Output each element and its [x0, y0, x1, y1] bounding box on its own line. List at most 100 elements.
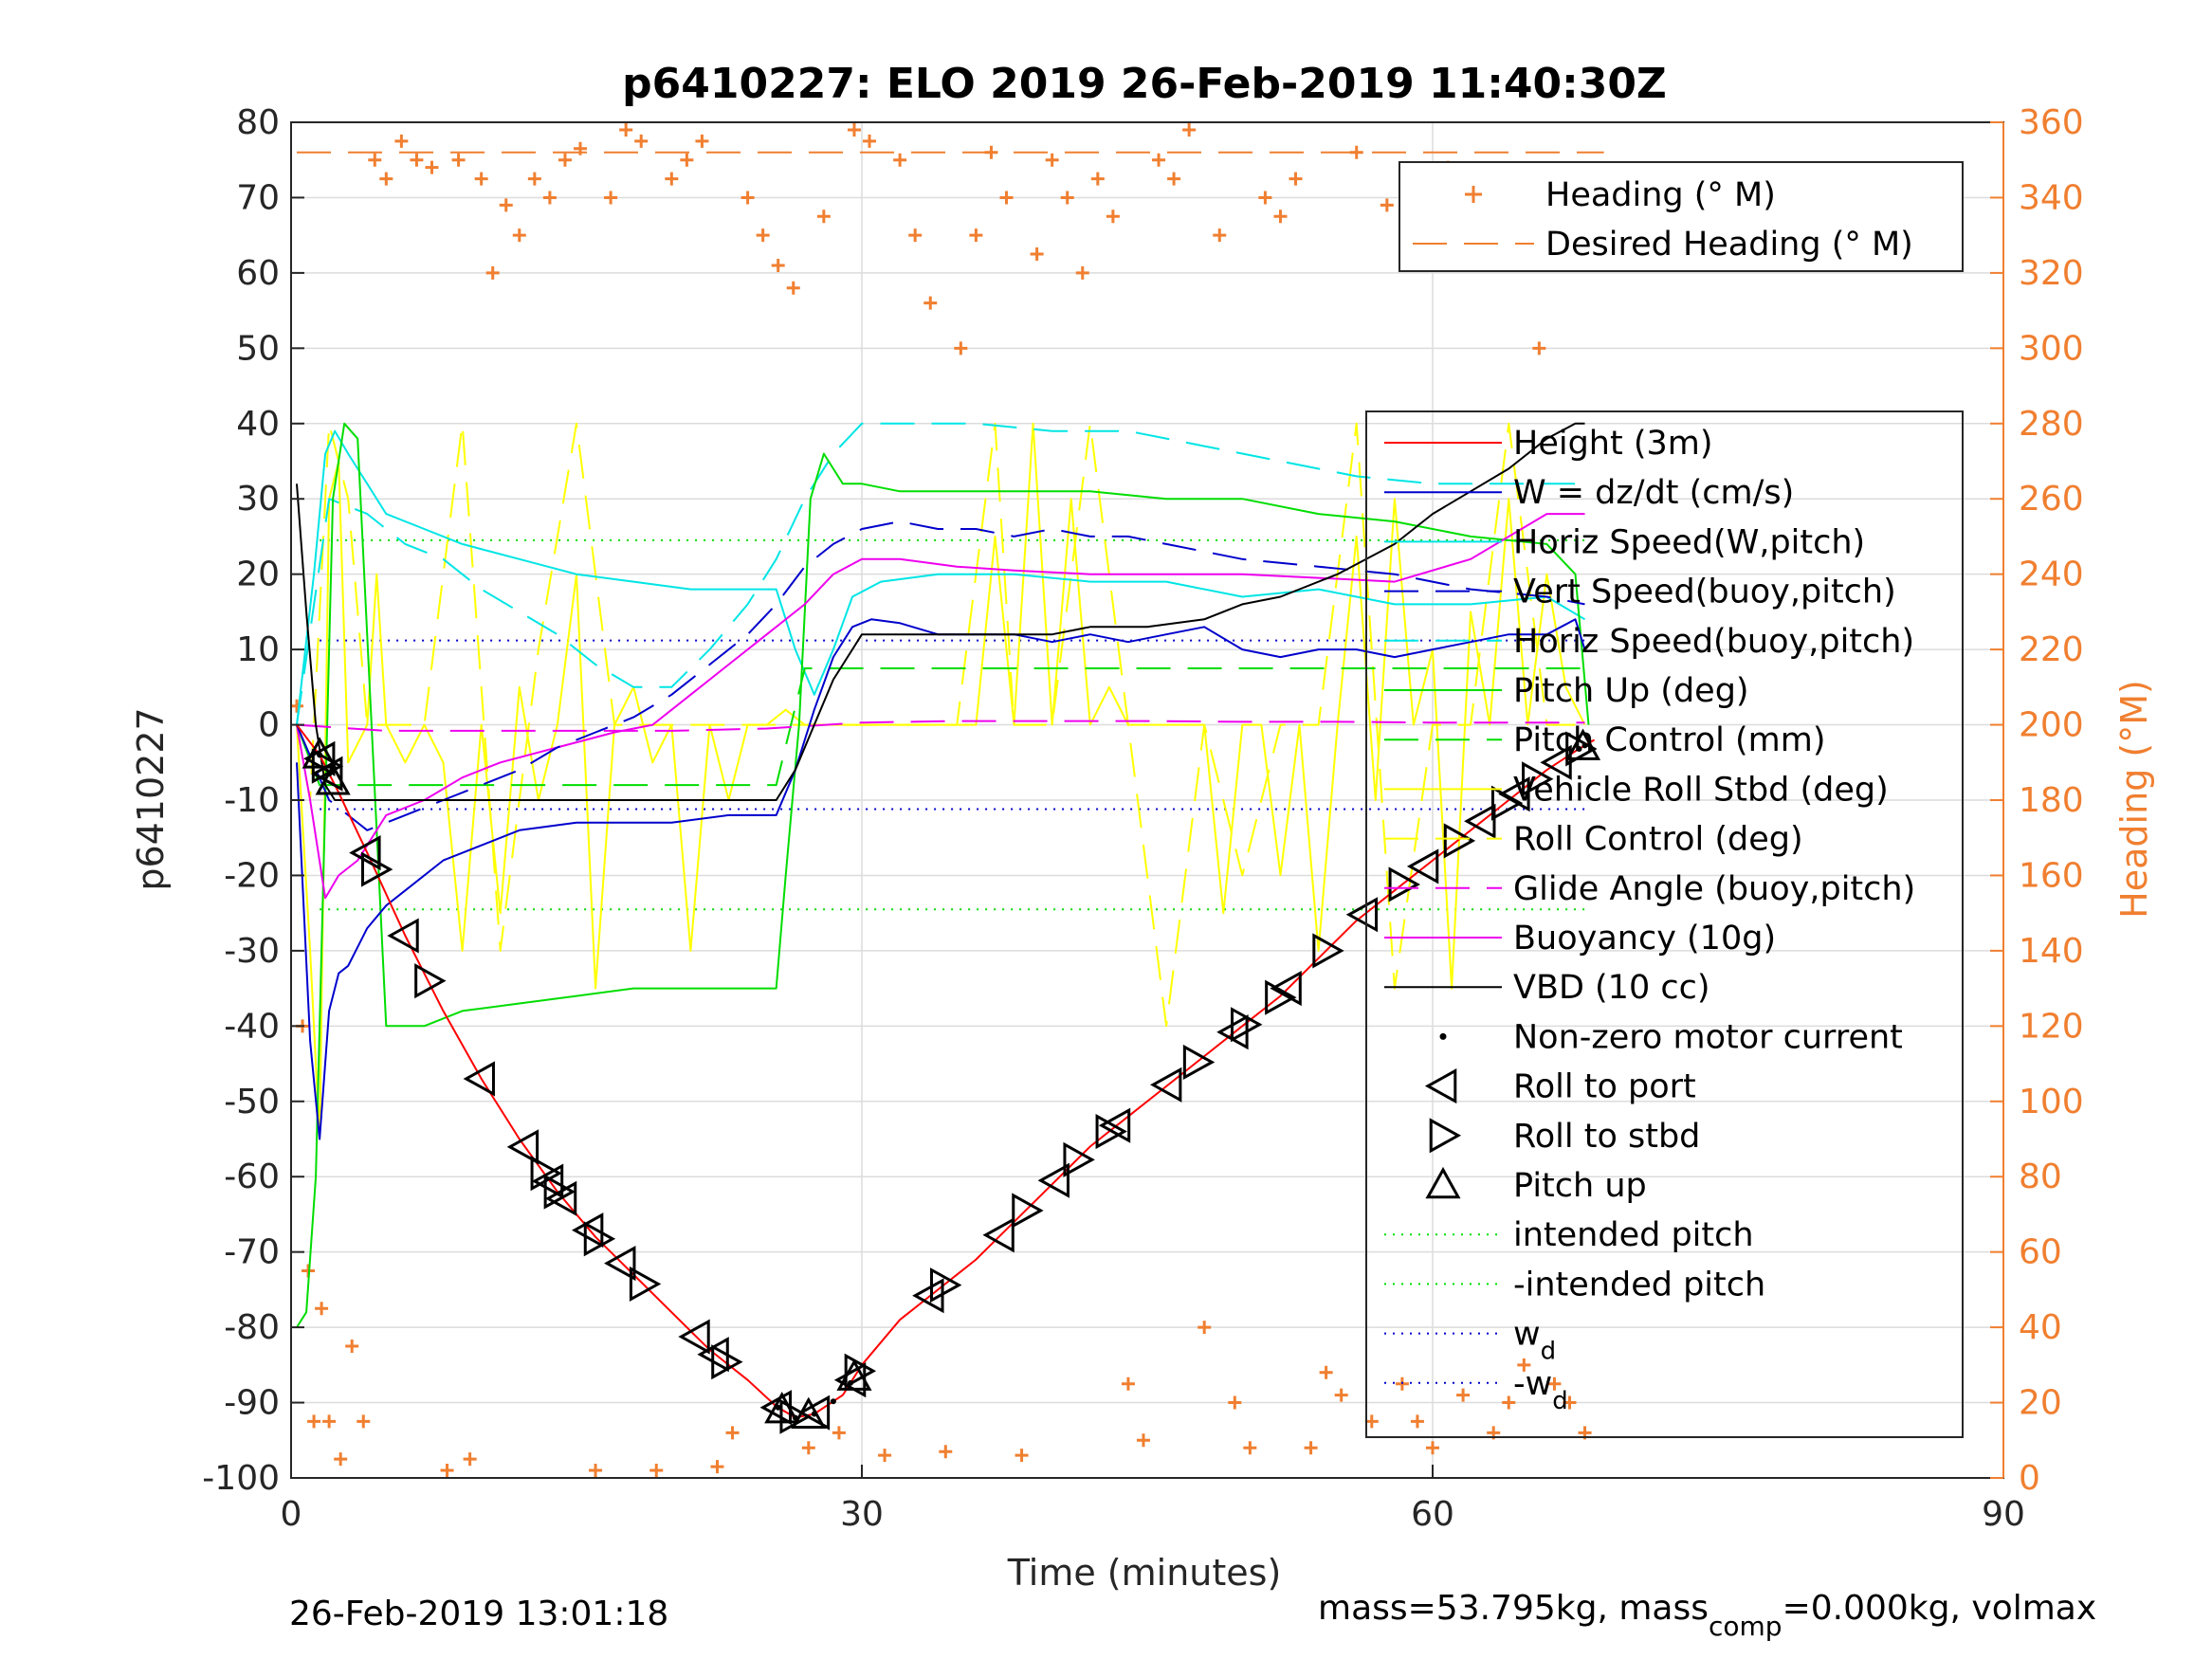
heading-point	[542, 191, 557, 205]
heading-point	[1228, 1395, 1242, 1410]
heading-point	[1563, 1395, 1577, 1410]
roll-to-port-marker	[982, 1217, 1015, 1253]
heading-point	[1273, 210, 1288, 224]
roll-to-port-marker	[506, 1129, 539, 1165]
heading-point	[801, 1441, 815, 1455]
legend-label: Glide Angle (buoy,pitch)	[1513, 870, 1915, 908]
series-horiz-speed-w-pitch	[296, 429, 1586, 725]
heading-point	[589, 1464, 603, 1478]
y-tick-label: 10	[236, 630, 280, 669]
y-tick-label: -50	[224, 1083, 280, 1121]
y-axis-left-ticks: 80 70 60 50 40 30 20 10 0 -10 -20 -30 -40 -50 -60 -70 -8…	[202, 103, 304, 1498]
heading-point	[485, 265, 500, 280]
heading-point	[1334, 1388, 1348, 1402]
heading-point	[290, 699, 304, 713]
legend-label: Desired Heading (° M)	[1545, 226, 1913, 264]
y-right-tick-label: 200	[2019, 706, 2084, 745]
roll-to-stbd-marker	[1012, 1193, 1044, 1229]
legend-symbol	[1429, 1118, 1462, 1154]
roll-to-stbd-marker	[844, 1353, 877, 1389]
event-markers	[302, 728, 1601, 1434]
series-w-dz-dt-cm-s	[296, 618, 1586, 1140]
heading-point	[440, 1464, 454, 1478]
y-right-tick-label: 180	[2019, 781, 2084, 820]
motor-current-dot	[811, 1411, 817, 1417]
legend-symbol	[1439, 1032, 1447, 1040]
heading-point	[1532, 341, 1546, 356]
roll-to-port-marker	[1098, 1107, 1131, 1143]
legend-label: Height (3m)	[1513, 425, 1713, 463]
roll-to-stbd-marker	[1182, 1044, 1216, 1081]
pitch-up-marker	[302, 737, 338, 769]
series-vert-speed-buoy-pitch	[296, 520, 1585, 831]
heading-point	[634, 134, 649, 148]
legend-label: Non-zero motor current	[1513, 1018, 1903, 1056]
roll-to-stbd-marker	[1265, 979, 1297, 1015]
heading-point	[786, 281, 800, 295]
heading-point	[368, 153, 382, 167]
y-right-tick-label: 40	[2019, 1308, 2062, 1347]
heading-point	[710, 1460, 724, 1474]
heading-point	[1547, 1376, 1562, 1391]
x-tick-label: 30	[840, 1495, 884, 1534]
roll-to-port-marker	[531, 1163, 564, 1199]
legend-symbol-heading	[1465, 186, 1482, 203]
heading-point	[923, 296, 938, 310]
roll-to-port-marker	[1270, 971, 1302, 1007]
heading-point	[1060, 191, 1074, 205]
roll-to-stbd-marker	[360, 851, 393, 887]
y-axis-right-label: Heading (°M)	[2113, 680, 2155, 919]
y-tick-label: -90	[224, 1384, 280, 1423]
legend-label: Horiz Speed(W,pitch)	[1513, 523, 1865, 561]
heading-point	[1015, 1449, 1029, 1463]
heading-point	[558, 153, 572, 167]
roll-to-stbd-marker	[583, 1221, 616, 1257]
heading-point	[954, 341, 968, 356]
roll-to-port-marker	[797, 1395, 831, 1431]
heading-point	[394, 134, 409, 148]
motor-current-dot	[1581, 742, 1588, 749]
heading-point	[832, 1426, 846, 1440]
heading-point	[1304, 1441, 1318, 1455]
heading-point	[939, 1445, 953, 1459]
y-tick-label: 30	[236, 480, 280, 519]
legend-main-box	[1365, 410, 1964, 1438]
roll-to-stbd-marker	[1443, 823, 1476, 859]
heading-point	[1319, 1365, 1333, 1379]
footer-mass-rest: =0.000kg, volmax	[1782, 1589, 2097, 1628]
roll-to-stbd-marker	[929, 1267, 962, 1304]
y-tick-label: 50	[236, 329, 280, 368]
heading-point	[1213, 228, 1227, 243]
y-right-tick-label: 340	[2019, 178, 2084, 217]
legend-label: intended pitch	[1513, 1216, 1754, 1254]
heading-point	[893, 153, 907, 167]
legend-label: Pitch Up (deg)	[1513, 672, 1749, 710]
heading-point	[1136, 1433, 1150, 1448]
heading-point	[1075, 265, 1089, 280]
y-tick-label: -30	[224, 932, 280, 971]
heading-point	[1197, 1321, 1212, 1335]
legend-label: -wd	[1513, 1365, 1568, 1415]
pitch-up-marker	[836, 1358, 872, 1391]
heading-point	[725, 1426, 740, 1440]
heading-point	[619, 122, 633, 137]
legend-symbol	[1424, 1068, 1457, 1104]
legend-label: Roll to port	[1513, 1068, 1696, 1106]
heading-point	[740, 191, 755, 205]
y-right-tick-label: 20	[2019, 1384, 2062, 1423]
heading-point	[999, 191, 1014, 205]
motor-current-dot	[326, 771, 333, 777]
series-pitch-up-deg	[296, 422, 1590, 1328]
y-tick-label: -20	[224, 856, 280, 895]
y-tick-label: -100	[202, 1459, 280, 1498]
roll-to-stbd-marker	[414, 963, 447, 999]
roll-to-stbd-marker	[1388, 866, 1420, 902]
roll-to-stbd-marker	[1312, 933, 1344, 969]
y-tick-label: 80	[236, 103, 280, 142]
x-axis-ticks: 0 30 60 90	[281, 1465, 2025, 1534]
y-tick-label: 70	[236, 178, 280, 217]
heading-point	[322, 1414, 337, 1429]
heading-point	[1152, 153, 1166, 167]
roll-to-stbd-marker	[1231, 1007, 1263, 1043]
x-tick-label: 90	[1982, 1495, 2025, 1534]
